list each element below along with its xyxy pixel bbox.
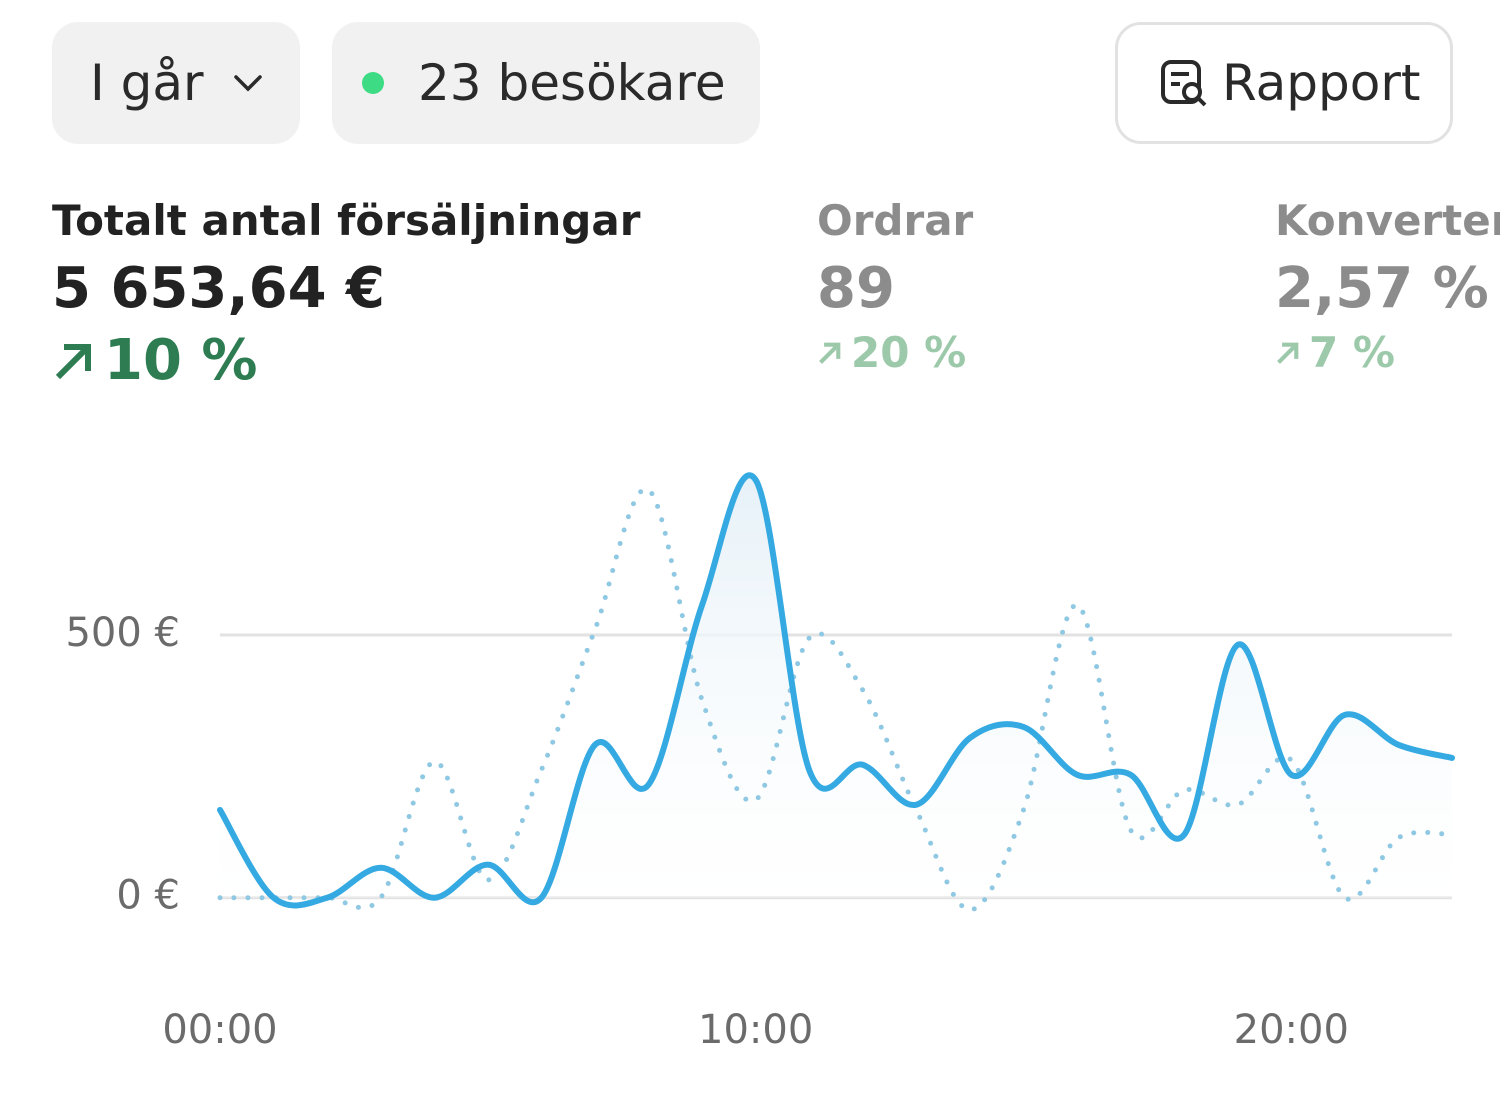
chevron-icon (233, 75, 262, 92)
report-icon (1161, 60, 1207, 107)
y-tick-label: 0 € (116, 873, 180, 919)
period-button[interactable]: I går (52, 22, 300, 144)
metric-change-row: 7 % (1275, 328, 1500, 377)
x-tick-label: 00:00 (162, 1007, 277, 1053)
up-arrow (819, 342, 841, 364)
area (220, 475, 1452, 906)
metric-label: Konverteri (1275, 196, 1500, 245)
metric[interactable]: Totalt antal försäljningar 5 653,64 € 10… (52, 196, 640, 393)
metric[interactable]: Konverteri 2,57 % 7 % (1275, 196, 1500, 377)
report-button[interactable]: Rapport (1115, 22, 1453, 144)
metric-value: 2,57 % (1275, 256, 1489, 321)
line (217, 472, 1455, 909)
line (217, 486, 1455, 913)
x-tick-label: 10:00 (698, 1007, 813, 1053)
chart: 0 € 500 € 00:00 10:00 20:00 (65, 472, 1455, 1053)
up-arrow (1277, 342, 1299, 364)
period-label: I går (90, 54, 204, 112)
metric-value: 89 (817, 256, 895, 321)
live-dot (362, 72, 384, 94)
visitors-button[interactable]: 23 besökare (332, 22, 760, 144)
up-arrow (55, 343, 91, 379)
metric-change-row: 10 % (52, 328, 640, 393)
metric-change: 20 % (851, 328, 967, 377)
metric-label: Ordrar (817, 196, 974, 245)
metric-label: Totalt antal försäljningar (52, 196, 641, 245)
visitors-label: 23 besökare (418, 54, 726, 112)
metric[interactable]: Ordrar 89 20 % (817, 196, 973, 377)
metric-change-row: 20 % (817, 328, 973, 377)
y-tick-label: 500 € (65, 610, 180, 656)
x-tick-label: 20:00 (1234, 1007, 1349, 1053)
report-label: Rapport (1222, 54, 1421, 112)
metric-change: 7 % (1309, 328, 1395, 377)
metric-change: 10 % (104, 328, 258, 393)
metric-value: 5 653,64 € (52, 256, 386, 321)
